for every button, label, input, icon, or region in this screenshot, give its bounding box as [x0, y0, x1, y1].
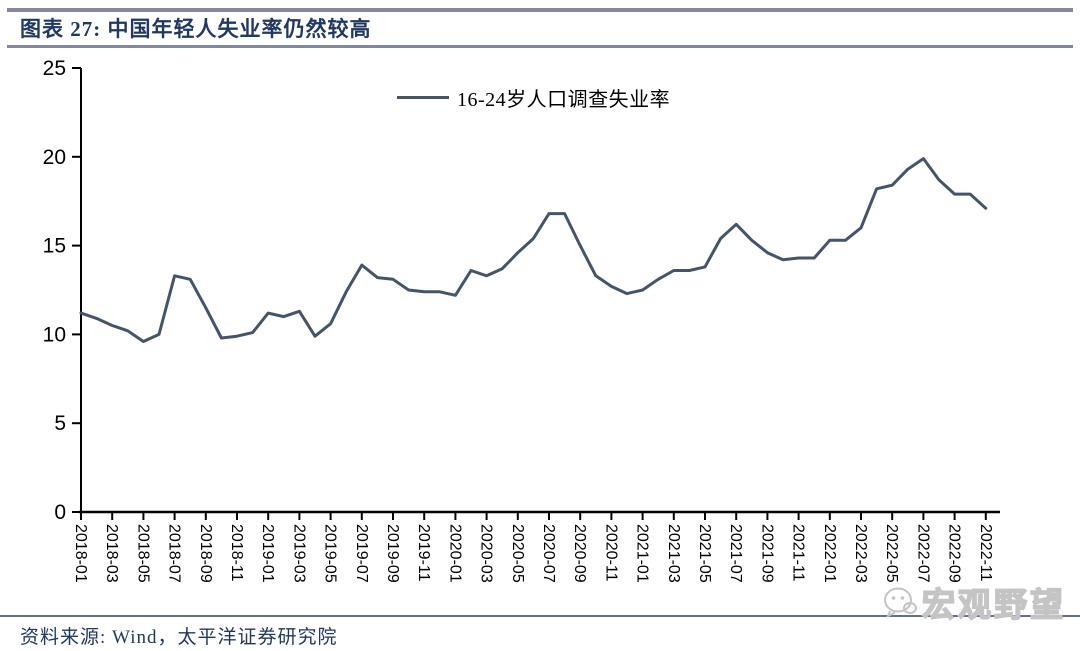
- top-rule: [7, 8, 1073, 12]
- legend-label: 16-24岁人口调查失业率: [457, 88, 671, 111]
- x-tick-label: 2019-05: [322, 524, 339, 583]
- x-tick-label: 2021-07: [727, 524, 744, 583]
- y-tick-label: 20: [43, 146, 66, 169]
- x-tick-label: 2020-11: [602, 524, 619, 582]
- x-tick-label: 2018-05: [134, 524, 151, 583]
- y-tick-label: 15: [43, 235, 66, 258]
- x-tick-label: 2018-01: [72, 524, 89, 583]
- series-line: [79, 157, 988, 343]
- figure-title: 图表 27: 中国年轻人失业率仍然较高: [20, 17, 372, 41]
- x-tick-label: 2021-05: [696, 524, 713, 583]
- x-tick-label: 2020-01: [446, 524, 463, 583]
- x-tick-label: 2021-03: [665, 524, 682, 583]
- x-tick-label: 2020-05: [509, 524, 526, 583]
- chart-legend: 16-24岁人口调查失业率: [397, 86, 670, 111]
- y-tick-label: 5: [54, 412, 66, 435]
- source-note: 资料来源: Wind，太平洋证券研究院: [20, 627, 338, 648]
- x-tick-label: 2019-09: [384, 524, 401, 583]
- x-tick-label: 2022-03: [852, 524, 869, 583]
- x-tick-label: 2022-01: [821, 524, 838, 583]
- x-tick-label: 2022-07: [914, 524, 931, 583]
- x-tick-label: 2021-09: [758, 524, 775, 583]
- title-rule: [7, 45, 1073, 48]
- x-tick-label: 2022-05: [883, 524, 900, 583]
- y-tick-label: 25: [43, 57, 66, 80]
- x-tick-label: 2018-11: [228, 524, 245, 582]
- x-tick-label: 2020-07: [540, 524, 557, 583]
- x-tick-label: 2018-09: [197, 524, 214, 583]
- x-tick-label: 2021-11: [790, 524, 807, 582]
- y-tick-label: 0: [54, 501, 66, 524]
- x-tick-label: 2019-07: [353, 524, 370, 583]
- legend-line-sample: [397, 95, 449, 99]
- x-tick-label: 2021-01: [634, 524, 651, 583]
- x-tick-label: 2019-01: [259, 524, 276, 583]
- x-tick-label: 2022-11: [977, 524, 994, 582]
- x-tick-label: 2018-07: [166, 524, 183, 583]
- x-tick-label: 2020-03: [478, 524, 495, 583]
- x-tick-label: 2018-03: [103, 524, 120, 583]
- x-tick-label: 2019-03: [290, 524, 307, 583]
- footer-rule: [0, 615, 1080, 617]
- x-tick-label: 2022-09: [946, 524, 963, 583]
- x-tick-label: 2019-11: [415, 524, 432, 582]
- y-tick-label: 10: [43, 323, 66, 346]
- x-tick-label: 2020-09: [571, 524, 588, 583]
